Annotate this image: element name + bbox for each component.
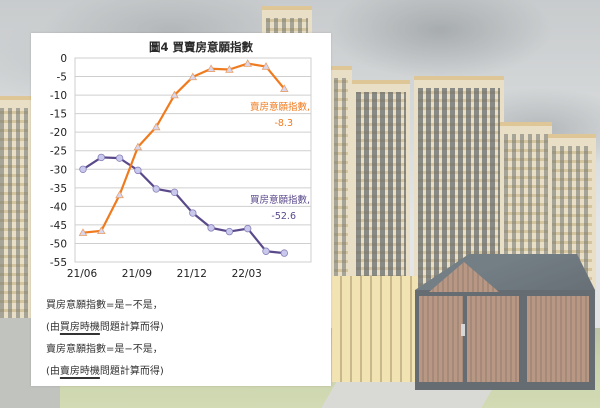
- storage-shed: [415, 254, 595, 404]
- buy-data-point: [79, 165, 87, 173]
- sell-formula: 賣房意願指數=是−不是，: [46, 344, 163, 355]
- shed-side-panel: [527, 296, 589, 382]
- sell-annotation-value: -8.3: [274, 118, 293, 129]
- building: [330, 66, 352, 290]
- building: [0, 96, 32, 330]
- buy-data-point: [170, 188, 179, 196]
- y-tick-label: -35: [50, 183, 67, 195]
- y-tick-label: -20: [50, 127, 67, 139]
- shed-door-left: [419, 296, 463, 382]
- plot-area: [74, 57, 312, 263]
- buy-data-point: [225, 227, 234, 236]
- sell-index-line: [82, 62, 286, 234]
- sell-source: (由賣房時機問題計算而得): [46, 361, 164, 383]
- y-tick-label: 0: [60, 53, 67, 65]
- y-tick-label: -5: [57, 72, 67, 84]
- sell-source-prefix: (由: [46, 366, 60, 377]
- chart-title: 圖4 買賣房意願指數: [148, 40, 253, 54]
- shed-door-right: [467, 296, 519, 382]
- x-tick-label: 21/12: [177, 268, 207, 280]
- sell-data-point: [133, 142, 143, 151]
- buy-annotation-value: -52.6: [271, 211, 296, 222]
- y-tick-label: -30: [50, 164, 67, 176]
- buy-data-point: [97, 153, 105, 162]
- buy-data-point: [152, 185, 160, 193]
- y-tick-label: -10: [50, 90, 67, 102]
- sell-annotation-label: 賣房意願指數,: [250, 101, 310, 113]
- sell-source-suffix: 問題計算而得): [99, 366, 164, 377]
- sell-data-point: [206, 64, 216, 72]
- buy-source-underlined: 買房時機: [59, 322, 100, 333]
- buy-formula: 買房意願指數=是−不是，: [46, 300, 163, 311]
- shed-handle: [461, 324, 465, 336]
- y-tick-label: -45: [50, 220, 67, 232]
- buy-data-point: [207, 224, 215, 232]
- y-tick-label: -55: [50, 257, 67, 269]
- sell-data-point: [243, 59, 252, 67]
- x-tick-label: 22/03: [232, 268, 262, 280]
- sell-data-point: [115, 190, 124, 199]
- sell-data-point: [151, 122, 161, 131]
- buy-source-prefix: (由: [46, 322, 60, 333]
- building: [352, 80, 410, 294]
- sell-data-point: [188, 72, 198, 81]
- sell-data-point: [78, 228, 88, 236]
- wooden-fence: [332, 276, 418, 382]
- buy-data-point: [280, 249, 288, 257]
- sell-data-point: [225, 65, 234, 73]
- y-tick-label: -15: [50, 109, 67, 121]
- buy-annotation-label: 買房意願指數,: [250, 194, 310, 206]
- y-tick-label: -40: [50, 201, 67, 213]
- buy-data-point: [134, 166, 142, 175]
- sell-data-point: [280, 84, 289, 92]
- buy-data-point: [262, 247, 270, 255]
- y-tick-label: -50: [50, 238, 67, 250]
- buy-data-point: [243, 224, 252, 233]
- x-tick-label: 21/09: [122, 268, 152, 280]
- buy-data-point: [115, 154, 124, 162]
- sell-data-point: [97, 226, 106, 235]
- buy-source-suffix: 問題計算而得): [99, 322, 164, 333]
- sell-data-point: [261, 62, 271, 70]
- sell-source-underlined: 賣房時機: [59, 366, 100, 377]
- x-tick-label: 21/06: [67, 268, 98, 280]
- shed-body: [415, 290, 595, 390]
- sell-data-point: [170, 90, 179, 99]
- buy-source: (由買房時機問題計算而得): [46, 317, 164, 339]
- y-tick-label: -25: [50, 146, 67, 158]
- chart-notes: 買房意願指數=是−不是， (由買房時機問題計算而得) 賣房意願指數=是−不是， …: [46, 295, 164, 383]
- chart-panel: 圖4 買賣房意願指數 0 -5 -10 -15 -20 -25 -30 -35 -40 -45 -5…: [31, 33, 331, 386]
- buy-data-point: [189, 209, 197, 217]
